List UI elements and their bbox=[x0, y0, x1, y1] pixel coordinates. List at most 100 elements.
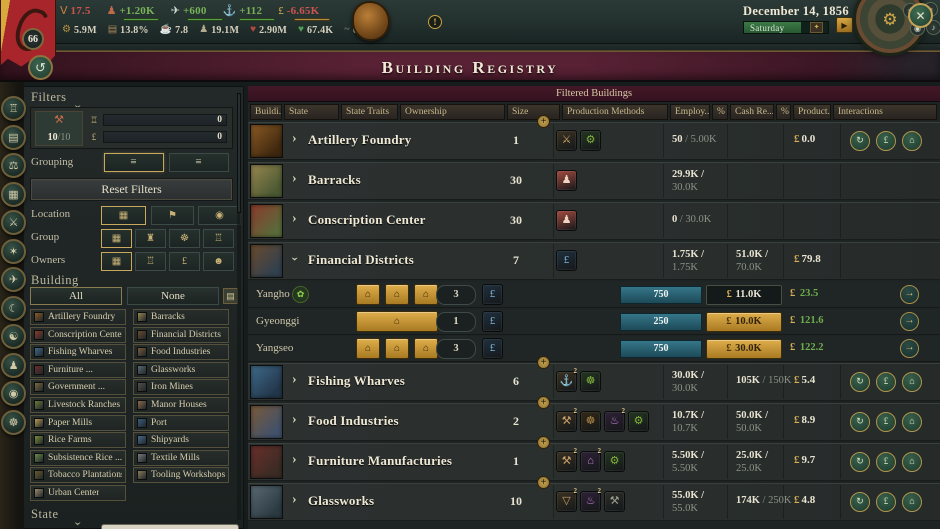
list-view-button[interactable]: ▤ bbox=[223, 288, 238, 304]
owners-foreign-button[interactable]: ☻ bbox=[203, 252, 234, 271]
column-header-production-methods[interactable]: Production Methods bbox=[562, 104, 668, 120]
subsidize-button[interactable]: £ bbox=[876, 412, 896, 432]
table-row-food-industries[interactable]: › Food Industries 2 + ⚒ 2 ☸ ♨ 2 ⚙ 10.7K /10.7K 50.0… bbox=[248, 396, 940, 441]
building-filter-livestock-ranches[interactable]: Livestock Ranches bbox=[30, 397, 126, 413]
downsize-button[interactable]: ↻ bbox=[850, 412, 870, 432]
sidebar-government-icon[interactable]: ♖ bbox=[1, 96, 26, 121]
building-filter-artillery-foundry[interactable]: Artillery Foundry bbox=[30, 309, 126, 325]
building-filter-tooling-workshops[interactable]: Tooling Workshops bbox=[133, 467, 229, 484]
production-method[interactable]: £ bbox=[482, 311, 503, 332]
state-row-gyeonggi[interactable]: Gyeonggi ⌂ 1 £250 £ 10.0K £ 121.6 → bbox=[248, 309, 940, 335]
expand-building-button[interactable]: + bbox=[537, 476, 550, 489]
expand-building-button[interactable]: + bbox=[537, 396, 550, 409]
state-building-size[interactable]: 1 bbox=[436, 312, 476, 332]
location-all-button[interactable]: ▦ bbox=[101, 206, 146, 225]
expand-chevron-icon[interactable]: › bbox=[292, 171, 297, 186]
construction-queue-badge[interactable]: 66 bbox=[22, 28, 44, 50]
column-header-product-[interactable]: Product... bbox=[793, 104, 831, 120]
alert-icon[interactable]: ! bbox=[428, 15, 442, 29]
subsidize-button[interactable]: £ bbox=[876, 452, 896, 472]
column-header-interactions[interactable]: Interactions bbox=[833, 104, 937, 120]
sidebar-decrees-icon[interactable]: ✶ bbox=[1, 238, 26, 264]
play-pause-button[interactable]: ▶ bbox=[836, 17, 853, 33]
owners-investors-button[interactable]: £ bbox=[169, 252, 200, 271]
sidebar-population-icon[interactable]: ♟ bbox=[1, 352, 26, 378]
sidebar-diplomacy-icon[interactable]: ☾ bbox=[1, 295, 26, 321]
column-header-state[interactable]: State bbox=[284, 104, 339, 120]
ownership-button[interactable]: ⌂ bbox=[385, 284, 409, 305]
production-method[interactable]: £ bbox=[482, 338, 503, 359]
sidebar-military-icon[interactable]: ⚔ bbox=[1, 210, 26, 235]
subsidize-button[interactable]: £ bbox=[876, 372, 896, 392]
building-filter-glassworks[interactable]: Glassworks bbox=[133, 361, 229, 378]
building-filter-government-[interactable]: Government ... bbox=[30, 379, 126, 396]
location-states-button[interactable]: ⚑ bbox=[151, 206, 194, 225]
building-filter-port[interactable]: Port bbox=[133, 414, 229, 431]
calendar-icon[interactable]: ✦ bbox=[810, 22, 823, 33]
expand-building-button[interactable]: + bbox=[537, 356, 550, 369]
location-subjects-button[interactable]: ◉ bbox=[198, 206, 241, 225]
ownership-button[interactable]: ⌂ bbox=[414, 338, 438, 359]
cash-reserves-button[interactable]: £ 30.0K bbox=[706, 339, 782, 359]
sidebar-markets-icon[interactable]: ⚖ bbox=[1, 153, 26, 178]
pm-finance[interactable]: £ bbox=[556, 250, 577, 271]
pm-finance[interactable]: £ bbox=[482, 311, 503, 332]
pm-conscription[interactable]: ♟ bbox=[556, 210, 577, 231]
ownership-button[interactable]: ⌂ bbox=[356, 284, 380, 305]
state-building-size[interactable]: 3 bbox=[436, 339, 476, 359]
group-urban-button[interactable]: ♜ bbox=[135, 229, 166, 248]
owners-government-button[interactable]: ♖ bbox=[135, 252, 166, 271]
sidebar-goods-icon[interactable]: ▦ bbox=[1, 181, 26, 207]
sidebar-journal-icon[interactable]: ◉ bbox=[1, 381, 26, 406]
pm-tools[interactable]: ⚒ 2 bbox=[556, 447, 577, 472]
column-header-buildi-[interactable]: Buildi... bbox=[250, 104, 282, 120]
building-filter-fishing-wharves[interactable]: Fishing Wharves bbox=[30, 344, 126, 361]
state-section-header[interactable]: › State bbox=[31, 507, 86, 527]
sidebar-culture-icon[interactable]: ☯ bbox=[1, 324, 26, 349]
column-header-cash-re-[interactable]: Cash Re... bbox=[730, 104, 774, 120]
building-filter-food-industries[interactable]: Food Industries bbox=[133, 344, 229, 361]
building-filter-textile-mills[interactable]: Textile Mills bbox=[133, 449, 229, 466]
cash-reserves-button[interactable]: £ 11.0K bbox=[706, 285, 782, 305]
table-row-fishing-wharves[interactable]: › Fishing Wharves 6 + ⚓ 2 ☸ 30.0K /30.0K 105K / … bbox=[248, 356, 940, 401]
expand-building-button[interactable]: + bbox=[537, 115, 550, 128]
column-header-%[interactable]: % bbox=[776, 104, 791, 120]
pm-finance[interactable]: £ bbox=[482, 284, 503, 305]
column-header-state-traits[interactable]: State Traits bbox=[341, 104, 398, 120]
downsize-button[interactable]: ↻ bbox=[850, 131, 870, 151]
sidebar-technology-icon[interactable]: ▤ bbox=[1, 124, 26, 150]
table-row-barracks[interactable]: › Barracks 30 ♟ 29.9K /30.0K bbox=[248, 162, 940, 200]
state-row-yangseo[interactable]: Yangseo ⌂ ⌂ ⌂ 3 £750 £ 30.0K £ 122.2 → bbox=[248, 336, 940, 362]
cash-reserves-button[interactable]: £ 10.0K bbox=[706, 312, 782, 332]
state-row-yangho[interactable]: Yangho ✿ ⌂ ⌂ ⌂ 3 £750 £ 11.0K £ 23.5 → bbox=[248, 282, 940, 308]
pm-fishing-boats[interactable]: ⚓ 2 bbox=[556, 367, 577, 392]
back-button[interactable]: ↺ bbox=[28, 55, 53, 80]
filters-scrollbar[interactable] bbox=[237, 93, 241, 520]
expand-button[interactable]: ⌂ bbox=[902, 131, 922, 151]
expand-chevron-icon[interactable]: › bbox=[292, 412, 297, 427]
expand-button[interactable]: ⌂ bbox=[902, 452, 922, 472]
ownership-button[interactable]: ⌂ bbox=[356, 311, 438, 332]
group-rural-button[interactable]: ☸ bbox=[169, 229, 200, 248]
topbar-stat[interactable]: ▤ 13.8% bbox=[108, 24, 149, 39]
column-header-ownership[interactable]: Ownership bbox=[400, 104, 505, 120]
flat-list-button[interactable]: ≡ bbox=[169, 153, 229, 172]
topbar-stat[interactable]: ♥ 67.4K bbox=[298, 24, 333, 39]
topbar-stat[interactable]: ☕ 7.8 bbox=[160, 24, 189, 39]
pm-tools[interactable]: ⚒ bbox=[604, 491, 625, 512]
owners-all-button[interactable]: ▦ bbox=[101, 252, 132, 271]
topbar-stat[interactable]: ⚓ +112 bbox=[223, 5, 275, 21]
pm-bakeries[interactable]: ⚒ 2 bbox=[556, 407, 577, 432]
downsize-button[interactable]: ↻ bbox=[850, 492, 870, 512]
topbar-stat[interactable]: £ -6.65K bbox=[278, 5, 331, 21]
collapse-chevron-icon[interactable]: › bbox=[287, 256, 303, 262]
building-filter-subsistence-rice-[interactable]: Subsistence Rice ... bbox=[30, 449, 126, 466]
close-button[interactable]: ✕ bbox=[908, 3, 933, 28]
topbar-stat[interactable]: ⚙ 5.9M bbox=[62, 24, 97, 39]
building-filter-shipyards[interactable]: Shipyards bbox=[133, 432, 229, 449]
select-all-button[interactable]: All bbox=[30, 287, 122, 305]
building-filter-rice-farms[interactable]: Rice Farms bbox=[30, 432, 126, 449]
group-development-button[interactable]: ♖ bbox=[203, 229, 234, 248]
goto-state-button[interactable]: → bbox=[900, 312, 919, 331]
pm-ceramics[interactable]: ♨ 2 bbox=[580, 487, 601, 512]
